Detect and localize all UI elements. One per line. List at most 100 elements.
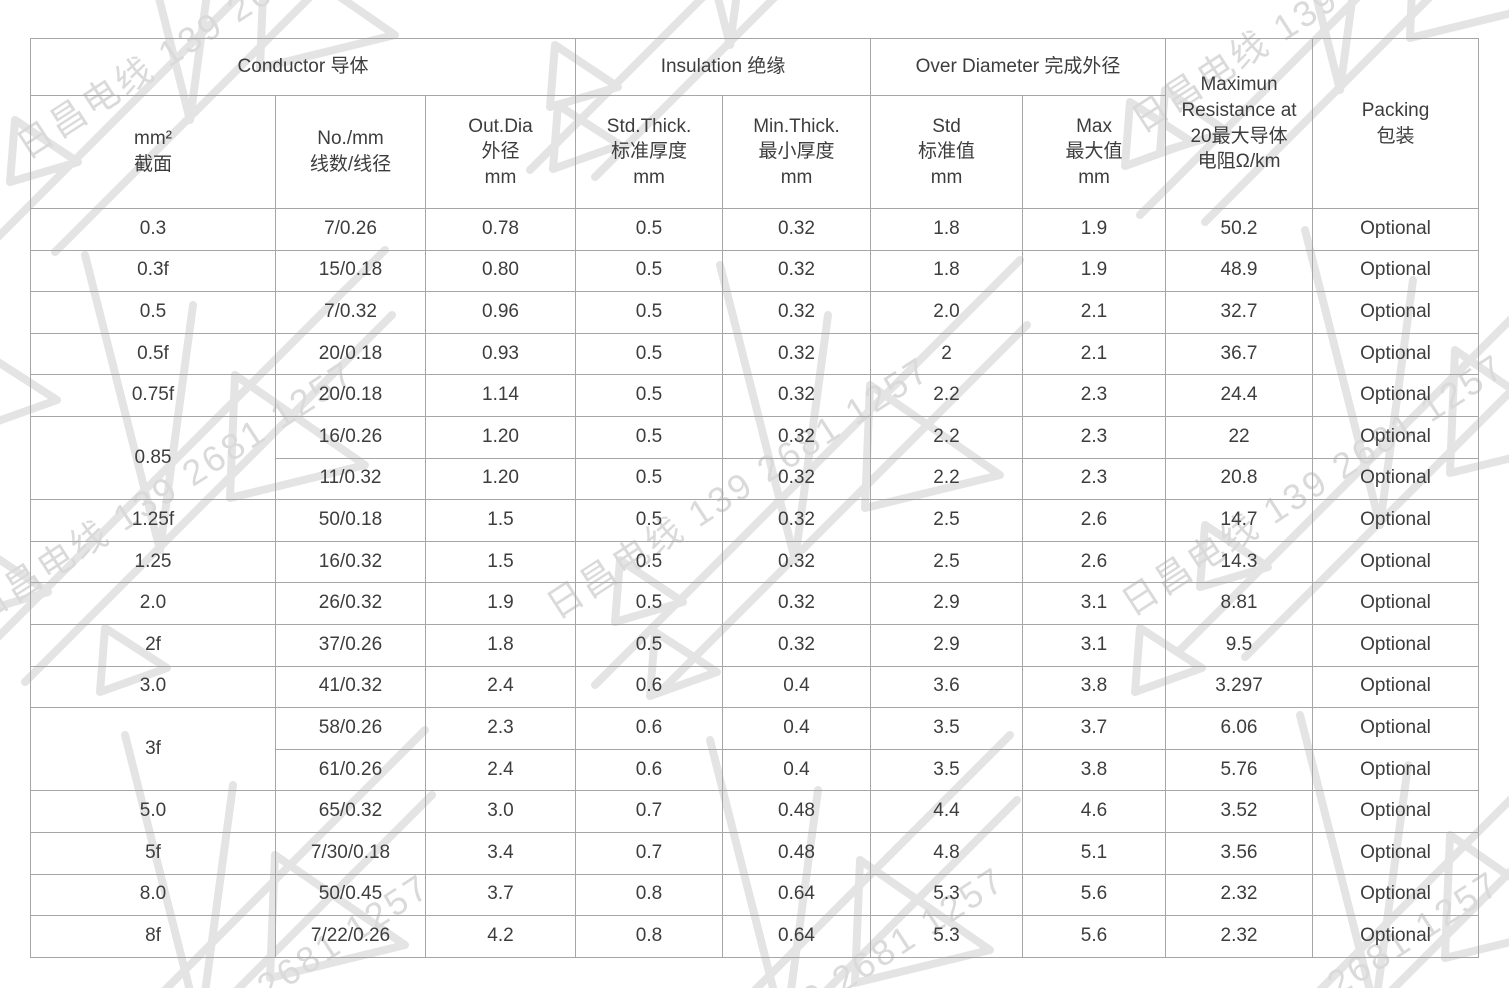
table-cell: 2.32 bbox=[1165, 915, 1314, 958]
table-cell: 0.32 bbox=[722, 332, 872, 376]
table-cell: 1.25 bbox=[30, 540, 276, 584]
table-cell: 0.93 bbox=[424, 332, 577, 376]
table-row: 8.0 50/0.45 3.7 0.8 0.64 5.3 5.6 2.32 Optional bbox=[30, 873, 1480, 917]
table-cell: 14.3 bbox=[1165, 540, 1314, 584]
table-cell: 6.06 bbox=[1165, 707, 1314, 750]
table-cell: 50.2 bbox=[1165, 208, 1314, 251]
table-cell: 3.1 bbox=[1022, 623, 1167, 667]
table-cell: 2.4 bbox=[424, 665, 577, 709]
table-cell: 50/0.45 bbox=[275, 873, 426, 917]
table-cell: 0.5 bbox=[575, 499, 724, 542]
table-cell: 1.8 bbox=[424, 623, 577, 667]
table-cell: Optional bbox=[1312, 332, 1480, 376]
table-cell: 5.6 bbox=[1022, 915, 1167, 958]
table-cell: 0.64 bbox=[722, 873, 872, 917]
header-col-od-std: Std 标准值 mm bbox=[870, 95, 1024, 209]
table-cell: 32.7 bbox=[1165, 291, 1314, 334]
table-cell: 1.20 bbox=[424, 457, 577, 501]
table-cell: 24.4 bbox=[1165, 374, 1314, 417]
table-cell: 2.2 bbox=[870, 457, 1024, 501]
table-cell: Optional bbox=[1312, 915, 1480, 958]
table-cell: 1.20 bbox=[424, 415, 577, 459]
table-cell: 4.2 bbox=[424, 915, 577, 958]
table-cell: 0.8 bbox=[575, 915, 724, 958]
table-cell: 4.8 bbox=[870, 831, 1024, 875]
table-cell: Optional bbox=[1312, 457, 1480, 501]
table-cell: 3f bbox=[30, 707, 276, 792]
table-cell: Optional bbox=[1312, 623, 1480, 667]
table-cell: 0.5 bbox=[575, 374, 724, 417]
table-cell: 0.85 bbox=[30, 415, 276, 501]
table-cell: 4.6 bbox=[1022, 790, 1167, 833]
table-cell: 2.0 bbox=[870, 291, 1024, 334]
table-cell: Optional bbox=[1312, 415, 1480, 459]
table-cell: 5.0 bbox=[30, 790, 276, 833]
table-cell: 0.6 bbox=[575, 707, 724, 750]
table-cell: Optional bbox=[1312, 249, 1480, 293]
table-cell: 1.5 bbox=[424, 499, 577, 542]
header-col-std-thick: Std.Thick. 标准厚度 mm bbox=[575, 95, 724, 209]
table-cell: 0.32 bbox=[722, 374, 872, 417]
table-row: 3.0 41/0.32 2.4 0.6 0.4 3.6 3.8 3.297 Optional bbox=[30, 665, 1480, 709]
header-group-over-diameter: Over Diameter 完成外径 bbox=[870, 38, 1167, 96]
table-cell: 8.0 bbox=[30, 873, 276, 917]
table-cell: 0.4 bbox=[722, 748, 872, 792]
table-cell: 2.0 bbox=[30, 582, 276, 625]
table-cell: 0.5 bbox=[575, 208, 724, 251]
table-cell: 3.5 bbox=[870, 748, 1024, 792]
table-cell: 2.3 bbox=[1022, 374, 1167, 417]
table-cell: Optional bbox=[1312, 499, 1480, 542]
table-row: 0.75f 20/0.18 1.14 0.5 0.32 2.2 2.3 24.4 Optiona… bbox=[30, 374, 1480, 417]
table-cell: 3.5 bbox=[870, 707, 1024, 750]
table-cell: 1.8 bbox=[870, 208, 1024, 251]
table-cell: 0.75f bbox=[30, 374, 276, 417]
table-cell: Optional bbox=[1312, 374, 1480, 417]
table-cell: 1.8 bbox=[870, 249, 1024, 293]
table-cell: 2.3 bbox=[424, 707, 577, 750]
table-cell: 0.32 bbox=[722, 499, 872, 542]
table-row: 0.5f 20/0.18 0.93 0.5 0.32 2 2.1 36.7 Optional bbox=[30, 332, 1480, 376]
header-group-row: Conductor 导体 Insulation 绝缘 Over Diameter… bbox=[29, 38, 1480, 209]
table-cell: 3.8 bbox=[1022, 748, 1167, 792]
table-cell: 2.4 bbox=[424, 748, 577, 792]
table-cell: 2f bbox=[30, 623, 276, 667]
table-cell: Optional bbox=[1312, 208, 1480, 251]
table-cell: 2.3 bbox=[1022, 457, 1167, 501]
header-group-insulation: Insulation 绝缘 bbox=[575, 38, 872, 96]
table-cell: 7/0.26 bbox=[275, 208, 426, 251]
table-cell: 1.25f bbox=[30, 499, 276, 542]
table-cell: 36.7 bbox=[1165, 332, 1314, 376]
table-cell: 5.76 bbox=[1165, 748, 1314, 792]
table-cell: 2.9 bbox=[870, 623, 1024, 667]
table-cell: 2.5 bbox=[870, 540, 1024, 584]
table-row: 0.5 7/0.32 0.96 0.5 0.32 2.0 2.1 32.7 Optional bbox=[30, 291, 1480, 334]
table-cell: 3.52 bbox=[1165, 790, 1314, 833]
table-cell: 2.32 bbox=[1165, 873, 1314, 917]
table-cell: 61/0.26 bbox=[275, 748, 426, 792]
table-cell: 3.4 bbox=[424, 831, 577, 875]
table-cell: 8.81 bbox=[1165, 582, 1314, 625]
table-cell: 0.96 bbox=[424, 291, 577, 334]
table-cell: 0.5f bbox=[30, 332, 276, 376]
table-row: 8f 7/22/0.26 4.2 0.8 0.64 5.3 5.6 2.32 Optional bbox=[30, 915, 1480, 958]
table-cell: 1.5 bbox=[424, 540, 577, 584]
table-cell: Optional bbox=[1312, 665, 1480, 709]
table-cell: 0.32 bbox=[722, 457, 872, 501]
table-cell: 0.5 bbox=[575, 540, 724, 584]
table-row: 11/0.32 1.20 0.5 0.32 2.2 2.3 20.8 Optional bbox=[31, 457, 1480, 501]
table-cell: 1.9 bbox=[424, 582, 577, 625]
table-cell: 3.8 bbox=[1022, 665, 1167, 709]
table-cell: 7/30/0.18 bbox=[275, 831, 426, 875]
table-cell: 16/0.32 bbox=[275, 540, 426, 584]
table-cell: 2.5 bbox=[870, 499, 1024, 542]
table-cell: Optional bbox=[1312, 540, 1480, 584]
table-cell: 3.1 bbox=[1022, 582, 1167, 625]
table-cell: 5.3 bbox=[870, 873, 1024, 917]
table-cell: 37/0.26 bbox=[275, 623, 426, 667]
table-cell: 3.7 bbox=[1022, 707, 1167, 750]
table-cell: 7/0.32 bbox=[275, 291, 426, 334]
table-cell: 8f bbox=[30, 915, 276, 958]
header-col-no-mm: No./mm 线数/线径 bbox=[275, 95, 426, 209]
table-cell: 5.6 bbox=[1022, 873, 1167, 917]
table-cell: Optional bbox=[1312, 790, 1480, 833]
